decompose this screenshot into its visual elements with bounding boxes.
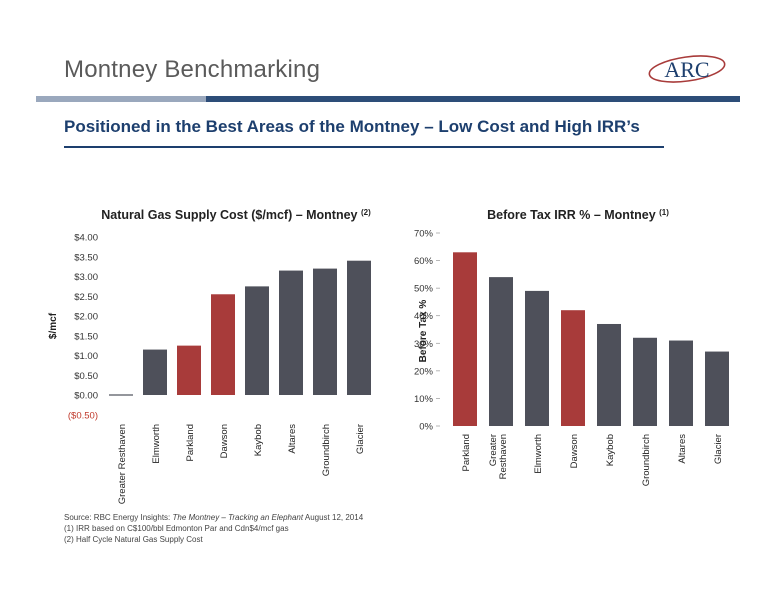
- chart-title: Natural Gas Supply Cost ($/mcf) – Montne…: [101, 208, 371, 222]
- bar-altares: [279, 270, 303, 395]
- x-tick-label: Dawson: [219, 424, 230, 458]
- subtitle-rule: [64, 146, 664, 148]
- y-tick-label: $3.50: [74, 252, 98, 263]
- y-axis-label: Before Tax %: [418, 300, 429, 363]
- chart-title-superscript: (2): [361, 208, 371, 217]
- chart-1: Natural Gas Supply Cost ($/mcf) – Montne…: [48, 208, 371, 504]
- footnotes: Source: RBC Energy Insights: The Montney…: [64, 512, 363, 545]
- bar-groundbirch: [313, 268, 337, 395]
- bar-parkland: [453, 252, 477, 426]
- x-tick-label: Kaybob: [253, 424, 264, 456]
- bar-kaybob: [245, 286, 269, 395]
- y-tick-label: $1.00: [74, 351, 98, 362]
- chart-title-superscript: (1): [659, 208, 669, 217]
- x-tick-label: Parkland: [461, 434, 472, 472]
- chart-title: Before Tax IRR % – Montney (1): [487, 208, 669, 222]
- bar-greater-resthaven: [109, 394, 133, 396]
- bar-elmworth: [525, 290, 549, 426]
- bar-glacier: [705, 351, 729, 426]
- x-tick-label: Glacier: [355, 424, 366, 454]
- bar-altares: [669, 340, 693, 426]
- y-tick-label: 30%: [414, 339, 434, 350]
- footnote-2: (2) Half Cycle Natural Gas Supply Cost: [64, 535, 203, 544]
- arc-logo: ARC: [648, 55, 726, 83]
- page-title: Montney Benchmarking: [64, 56, 321, 83]
- y-tick-label: ($0.50): [68, 410, 98, 421]
- y-tick-label: $2.00: [74, 312, 98, 323]
- header-rule-accent: [36, 96, 206, 102]
- bar-elmworth: [143, 349, 167, 395]
- x-tick-label: Dawson: [569, 434, 580, 468]
- footnote-1: (1) IRR based on C$100/bbl Edmonton Par …: [64, 524, 289, 533]
- y-tick-label: $2.50: [74, 292, 98, 303]
- chart-2: Before Tax IRR % – Montney (1) 0% 10% 20% 30…: [414, 208, 729, 486]
- x-tick-label: Groundbirch: [321, 424, 332, 476]
- y-tick-label: 60%: [414, 256, 434, 267]
- y-tick-label: $0.50: [74, 371, 98, 382]
- header-rule: [36, 96, 740, 102]
- bar-dawson: [211, 294, 235, 395]
- logo-text: ARC: [664, 57, 709, 82]
- x-tick-label: Altares: [287, 424, 298, 454]
- source-note: Source: RBC Energy Insights: The Montney…: [64, 513, 364, 522]
- y-tick-label: 50%: [414, 284, 434, 295]
- y-tick-label: $3.00: [74, 272, 98, 283]
- bar-glacier: [347, 260, 371, 395]
- y-tick-label: $4.00: [74, 233, 98, 244]
- y-tick-label: 20%: [414, 366, 434, 377]
- y-tick-label: $1.50: [74, 331, 98, 342]
- x-tick-label: Elmworth: [533, 434, 544, 474]
- bar-groundbirch: [633, 337, 657, 426]
- x-tick-label: Glacier: [713, 434, 724, 464]
- y-tick-label: 70%: [414, 229, 434, 240]
- bar-parkland: [177, 345, 201, 395]
- x-tick-label: Altares: [677, 434, 688, 464]
- x-tick-label: Parkland: [185, 424, 196, 462]
- x-tick-label: GreaterResthaven: [488, 434, 509, 479]
- y-tick-label: 0%: [419, 422, 433, 433]
- y-axis-label: $/mcf: [48, 312, 59, 339]
- x-tick-label: Groundbirch: [641, 434, 652, 486]
- y-tick-label: 40%: [414, 311, 434, 322]
- x-tick-label: Kaybob: [605, 434, 616, 466]
- x-tick-label: Elmworth: [151, 424, 162, 464]
- y-tick-label: $0.00: [74, 391, 98, 402]
- bar-dawson: [561, 310, 585, 426]
- y-tick-label: 10%: [414, 394, 434, 405]
- x-tick-label: Greater Resthaven: [117, 424, 128, 504]
- bar-kaybob: [597, 323, 621, 426]
- slide-subtitle: Positioned in the Best Areas of the Mont…: [64, 117, 640, 136]
- bar-greater-resthaven: [489, 277, 513, 426]
